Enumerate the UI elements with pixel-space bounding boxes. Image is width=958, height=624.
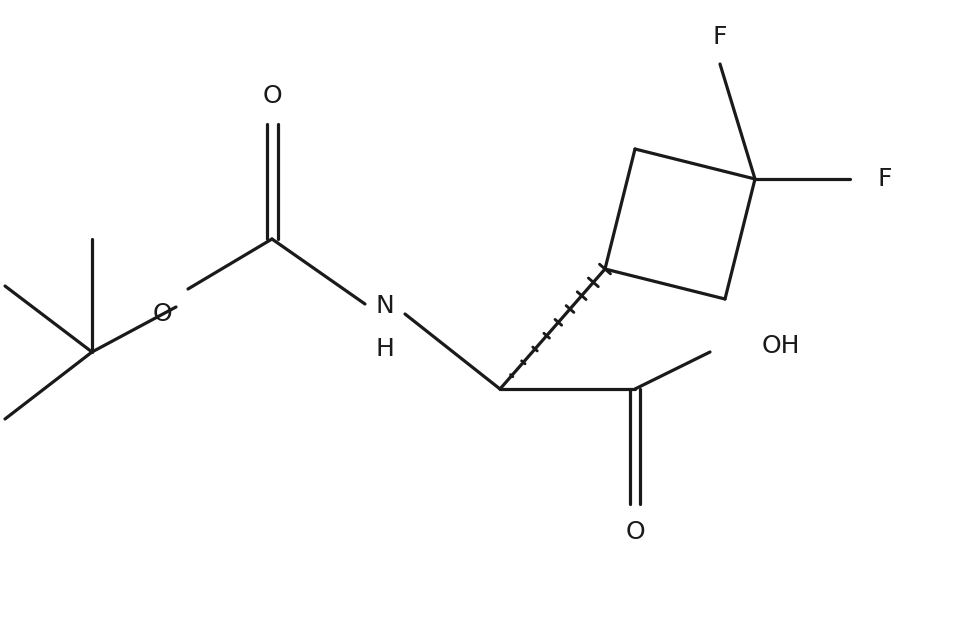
Text: F: F — [878, 167, 892, 191]
Text: N: N — [376, 294, 395, 318]
Text: F: F — [713, 25, 727, 49]
Text: O: O — [626, 520, 645, 544]
Text: H: H — [376, 337, 395, 361]
Text: O: O — [262, 84, 282, 108]
Text: O: O — [152, 302, 171, 326]
Text: OH: OH — [762, 334, 801, 358]
